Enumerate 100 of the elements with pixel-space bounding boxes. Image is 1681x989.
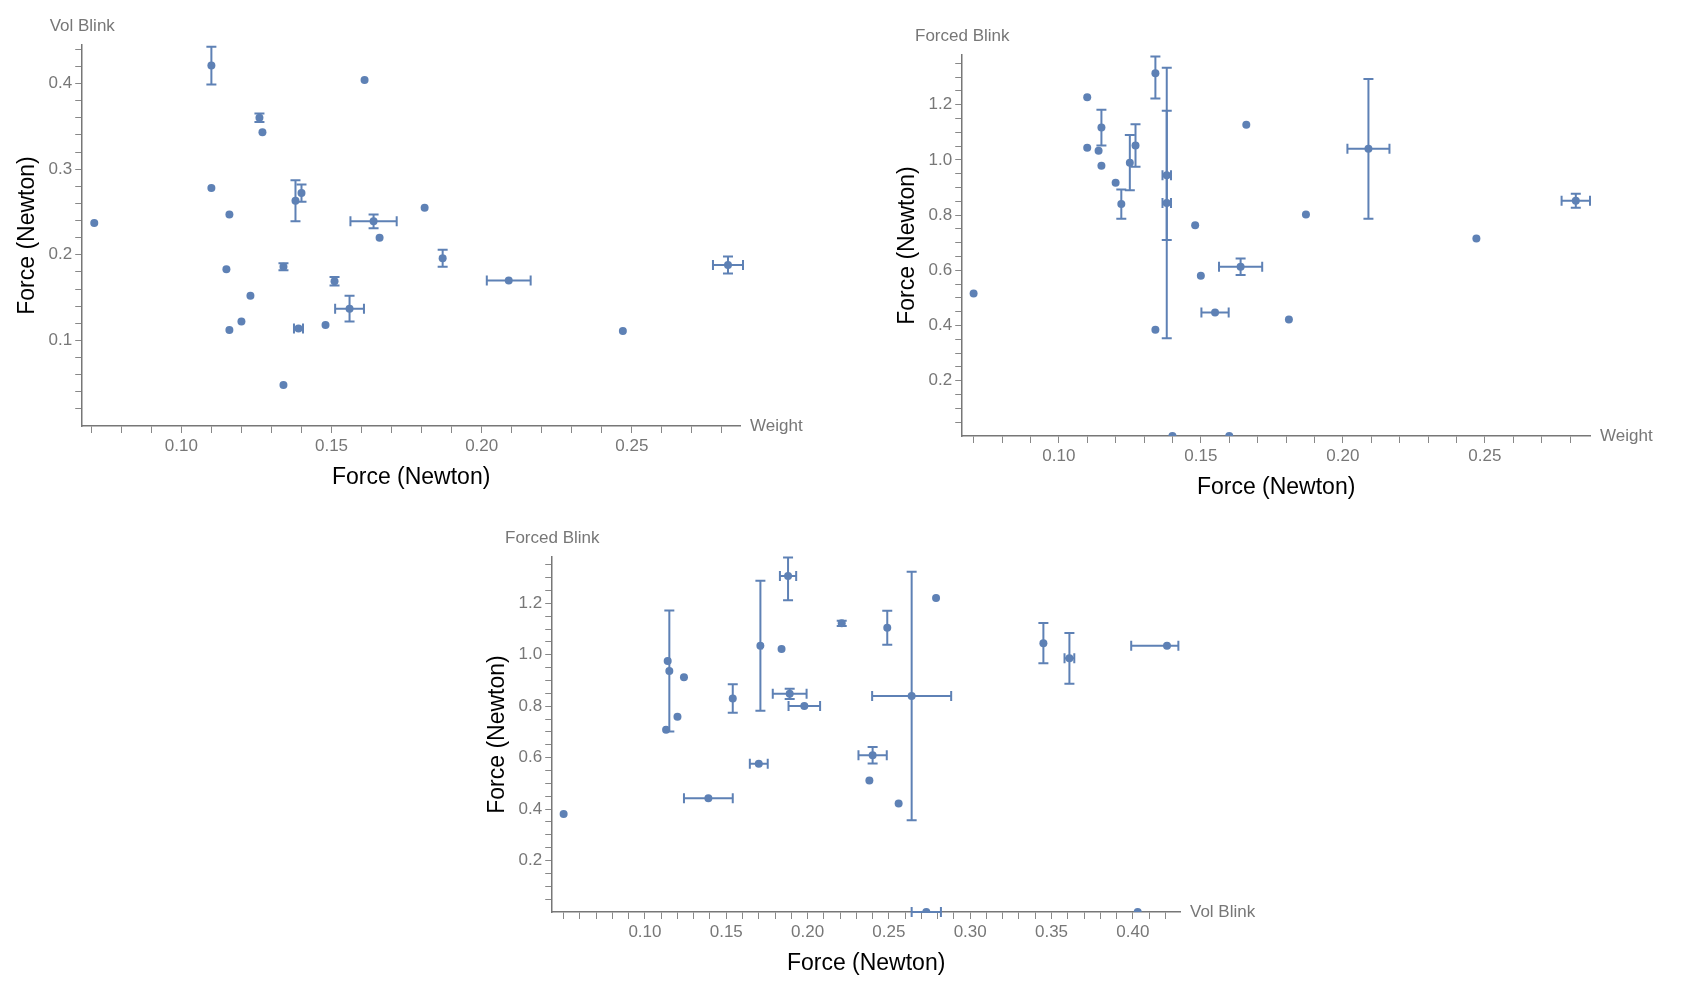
point: [207, 61, 216, 70]
x-tick-label: 0.10: [1042, 445, 1076, 465]
point: [1125, 158, 1134, 167]
y-axis-title: Force (Newton): [483, 655, 510, 814]
y-tick-label: 0.6: [928, 260, 953, 280]
point: [237, 317, 246, 326]
point: [559, 809, 568, 818]
x-tick-label: 0.15: [314, 435, 349, 455]
y-axis-title: Force (Newton): [13, 156, 40, 315]
point: [1131, 141, 1140, 150]
chart-title: Forced Blink: [914, 26, 1010, 46]
point: [321, 320, 330, 329]
chart-title: Forced Blink: [504, 528, 600, 548]
y-tick-label: 0.6: [518, 747, 543, 767]
point: [1242, 120, 1251, 129]
point: [894, 799, 903, 808]
point: [883, 623, 892, 632]
point: [504, 276, 513, 285]
point: [618, 326, 627, 335]
point: [1191, 221, 1200, 230]
point: [1151, 69, 1160, 78]
point: [662, 725, 671, 734]
x-tick-label: 0.25: [1468, 445, 1502, 465]
point: [360, 76, 369, 85]
point: [756, 641, 765, 650]
x-tick-label: 0.40: [1116, 921, 1150, 941]
x-tick-label: 0.35: [1034, 921, 1069, 941]
y-tick-label: 1.0: [518, 644, 543, 664]
point: [1117, 200, 1126, 209]
point: [222, 265, 231, 274]
point: [279, 380, 288, 389]
point: [1097, 123, 1106, 132]
point: [728, 694, 737, 703]
point: [1162, 641, 1171, 650]
y-tick-label: 0.1: [48, 330, 73, 350]
point: [907, 691, 916, 700]
x-axis-title: Force (Newton): [786, 948, 946, 975]
y-tick-label: 1.0: [928, 149, 953, 169]
point: [932, 593, 941, 602]
y-tick-label: 0.4: [48, 73, 73, 93]
point: [1211, 308, 1220, 317]
point: [225, 326, 234, 335]
y-axis-title: Force (Newton): [893, 166, 920, 325]
y-tick-label: 0.4: [928, 315, 953, 335]
y-tick-label: 0.8: [518, 695, 543, 715]
x-tick-label: 0.25: [872, 921, 906, 941]
point: [777, 645, 786, 654]
chart-title: Vol Blink: [49, 16, 116, 36]
x-axis-title: Force (Newton): [1196, 472, 1356, 499]
point: [207, 183, 216, 192]
x-tick-label: 0.20: [791, 921, 825, 941]
point: [663, 656, 672, 665]
point: [1364, 144, 1373, 153]
point: [1284, 315, 1293, 324]
text: Weight: [1600, 425, 1653, 445]
point: [800, 701, 809, 710]
point: [1094, 146, 1103, 155]
point: [1196, 271, 1205, 280]
point: [1472, 234, 1481, 243]
x-tick-label: 0.30: [953, 921, 987, 941]
point: [258, 128, 267, 137]
point: [1039, 639, 1048, 648]
y-tick-label: 0.8: [928, 204, 953, 224]
x-tick-label: 0.15: [1184, 445, 1218, 465]
point: [865, 776, 874, 785]
point: [1083, 93, 1092, 102]
point: [1111, 178, 1120, 187]
x-tick-label: 0.10: [628, 921, 662, 941]
y-tick-label: 0.2: [928, 370, 953, 390]
point: [291, 196, 300, 205]
x-tick-label: 0.15: [709, 921, 743, 941]
y-tick-label: 0.2: [518, 850, 543, 870]
point: [679, 673, 688, 682]
point: [225, 210, 234, 219]
y-tick-label: 1.2: [928, 94, 953, 114]
point: [1301, 210, 1310, 219]
point: [754, 759, 763, 768]
point: [297, 189, 306, 198]
point: [438, 254, 447, 263]
point: [969, 289, 978, 298]
point: [375, 233, 384, 242]
point: [665, 666, 674, 675]
point: [420, 203, 429, 212]
point: [90, 219, 99, 228]
y-tick-label: 1.2: [518, 592, 543, 612]
point: [1083, 143, 1092, 152]
point: [723, 261, 732, 270]
y-tick-label: 0.3: [48, 158, 73, 178]
point: [1097, 161, 1106, 170]
y-tick-label: 0.2: [48, 244, 73, 264]
point: [345, 304, 354, 313]
y-tick-label: 0.4: [518, 798, 543, 818]
x-axis-title: Force (Newton): [331, 462, 491, 489]
point: [704, 794, 713, 803]
x-tick-label: 0.25: [615, 435, 649, 455]
point: [1151, 325, 1160, 334]
text: Weight: [750, 415, 803, 435]
point: [246, 291, 255, 300]
x-tick-label: 0.10: [164, 435, 198, 455]
point: [673, 712, 682, 721]
